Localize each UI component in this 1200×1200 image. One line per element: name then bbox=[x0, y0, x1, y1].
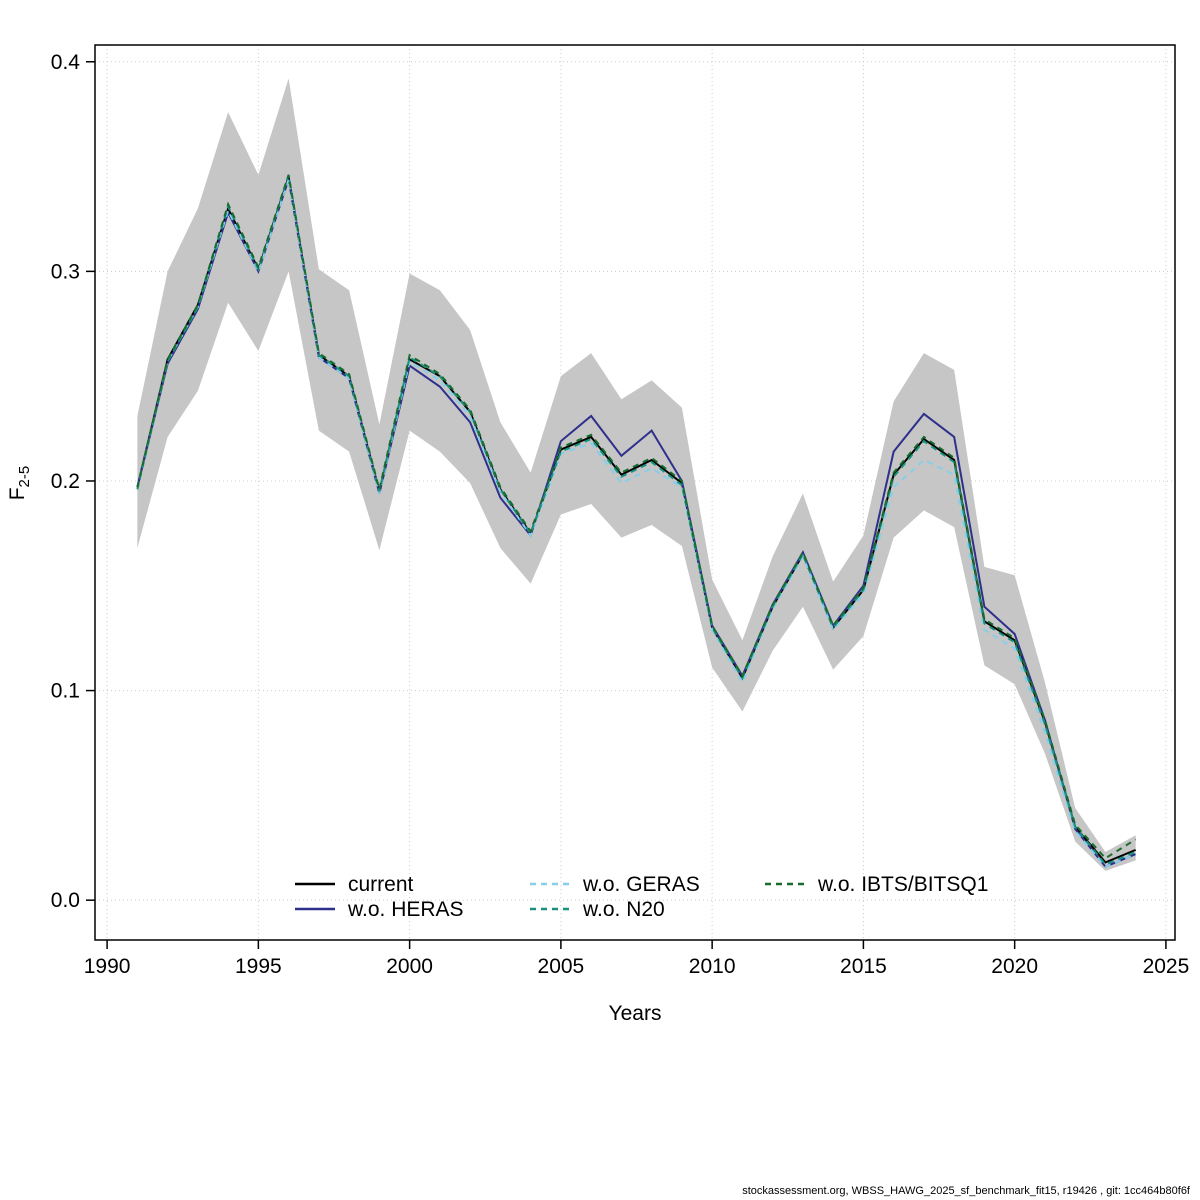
x-tick-label: 1990 bbox=[84, 955, 131, 978]
x-tick-label: 1995 bbox=[235, 955, 282, 978]
legend-label-0: current bbox=[348, 873, 414, 896]
plot-border bbox=[94, 44, 1176, 941]
y-axis-label: F2-5 bbox=[6, 428, 34, 538]
legend-label-4: w.o. IBTS/BITSQ1 bbox=[817, 873, 988, 896]
footer-text: stockassessment.org, WBSS_HAWG_2025_sf_b… bbox=[742, 1185, 1190, 1197]
y-tick-label: 0.1 bbox=[51, 680, 80, 703]
legend-label-1: w.o. HERAS bbox=[347, 898, 464, 921]
series-line-2 bbox=[136, 178, 1137, 868]
x-tick-label: 2010 bbox=[689, 955, 736, 978]
y-axis-label-main: F bbox=[6, 487, 29, 501]
x-tick-label: 2015 bbox=[840, 955, 887, 978]
x-tick-label: 2020 bbox=[991, 955, 1038, 978]
y-tick-label: 0.2 bbox=[51, 470, 80, 493]
x-tick-label: 2005 bbox=[538, 955, 585, 978]
x-tick-label: 2000 bbox=[386, 955, 433, 978]
y-tick-label: 0.3 bbox=[51, 260, 80, 283]
legend-label-3: w.o. N20 bbox=[582, 898, 665, 921]
y-axis-label-sub: 2-5 bbox=[16, 465, 34, 488]
x-tick-label: 2025 bbox=[1143, 955, 1190, 978]
series-line-4 bbox=[136, 174, 1137, 860]
y-tick-label: 0.0 bbox=[51, 889, 80, 912]
y-tick-label: 0.4 bbox=[51, 51, 81, 74]
legend-label-2: w.o. GERAS bbox=[582, 873, 700, 896]
x-axis-label: Years bbox=[608, 1002, 662, 1025]
